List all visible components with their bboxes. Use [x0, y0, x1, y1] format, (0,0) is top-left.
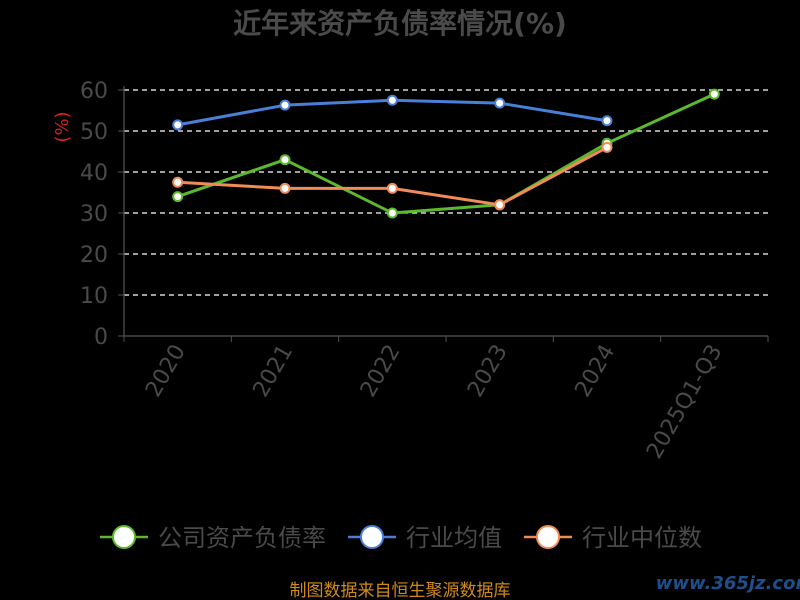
y-tick-label: 50: [80, 120, 108, 145]
x-axis-ticks: 2020 2021 2022 2023 2024 2025Q1-Q3: [141, 340, 727, 463]
legend-item[interactable]: 行业均值: [348, 524, 502, 552]
legend-item[interactable]: 公司资产负债率: [100, 524, 326, 552]
data-point[interactable]: [279, 99, 291, 111]
x-tick-label: 2021: [249, 341, 299, 402]
x-tick-label: 2022: [356, 341, 406, 402]
y-axis-label: (%): [52, 111, 73, 142]
gridlines: [124, 89, 768, 296]
y-tick-label: 60: [80, 79, 108, 104]
series-group: [172, 88, 720, 219]
series-2: [172, 141, 613, 211]
source-note: 制图数据来自恒生聚源数据库: [290, 581, 511, 600]
legend-marker: [536, 525, 560, 549]
legend-marker: [360, 525, 384, 549]
data-point[interactable]: [494, 97, 506, 109]
data-point[interactable]: [172, 176, 184, 188]
x-tick-label: 2024: [571, 341, 621, 402]
y-tick-label: 40: [80, 161, 108, 186]
watermark: www.365jz.com: [656, 573, 800, 594]
chart-title: 近年来资产负债率情况(%): [233, 7, 567, 40]
legend-item[interactable]: 行业中位数: [524, 524, 702, 552]
series-line: [177, 146, 608, 207]
data-point[interactable]: [386, 182, 398, 194]
data-point[interactable]: [279, 154, 291, 166]
legend-marker: [112, 525, 136, 549]
data-point[interactable]: [494, 199, 506, 211]
series-0: [172, 88, 720, 219]
y-tick-label: 0: [94, 325, 108, 350]
series-line: [177, 92, 715, 215]
x-tick-label: 2025Q1-Q3: [642, 341, 727, 464]
series-1: [172, 94, 613, 131]
data-point[interactable]: [708, 88, 720, 100]
data-point[interactable]: [386, 94, 398, 106]
data-point[interactable]: [279, 182, 291, 194]
legend[interactable]: 公司资产负债率 行业均值 行业中位数: [100, 524, 702, 552]
data-point[interactable]: [601, 141, 613, 153]
x-tick-label: 2020: [141, 341, 191, 402]
axes: [123, 86, 769, 342]
y-tick-label: 30: [80, 202, 108, 227]
data-point[interactable]: [601, 115, 613, 127]
data-point[interactable]: [386, 207, 398, 219]
legend-label: 公司资产负债率: [158, 524, 326, 552]
data-point[interactable]: [172, 191, 184, 203]
y-tick-label: 20: [80, 243, 108, 268]
legend-label: 行业中位数: [582, 524, 702, 552]
legend-label: 行业均值: [406, 524, 502, 552]
data-point[interactable]: [172, 119, 184, 131]
y-axis-ticks: 0 10 20 30 40 50 60: [80, 79, 124, 350]
x-tick-label: 2023: [463, 340, 513, 401]
y-tick-label: 10: [80, 284, 108, 309]
